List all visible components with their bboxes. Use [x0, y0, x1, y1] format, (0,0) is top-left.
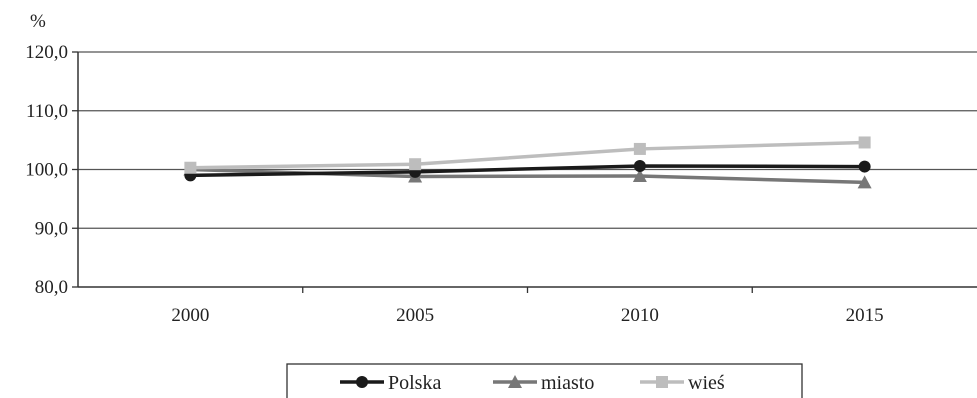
- legend-label: miasto: [541, 372, 594, 394]
- series-line-wieś: [190, 140, 865, 170]
- series-line-Polska: [190, 164, 865, 178]
- grid-lines: [78, 51, 977, 229]
- data-point-square: [656, 376, 668, 388]
- series-lines: [183, 136, 872, 189]
- data-point-triangle: [632, 168, 647, 182]
- x-tick-label: 2010: [621, 305, 659, 326]
- x-tick-label: 2005: [396, 305, 434, 326]
- data-point-triangle: [508, 375, 522, 388]
- data-point-circle: [356, 376, 368, 388]
- data-point-triangle: [857, 175, 872, 189]
- data-point-circle: [633, 159, 646, 172]
- legend: Polska miasto wieś: [286, 363, 803, 398]
- y-tick-label: 80,0: [35, 277, 68, 298]
- y-tick-label: 100,0: [25, 160, 68, 181]
- data-point-square: [409, 158, 422, 171]
- y-tick-label: 120,0: [25, 42, 68, 63]
- y-axis-unit-label: %: [30, 11, 46, 32]
- data-point-square: [633, 142, 646, 155]
- y-tick-label: 110,0: [26, 101, 68, 122]
- x-tick-label: 2015: [846, 305, 884, 326]
- axes: [72, 51, 977, 293]
- series-line-miasto: [190, 167, 865, 185]
- data-point-square: [184, 161, 197, 174]
- y-tick-label: 90,0: [35, 218, 68, 239]
- data-point-square: [858, 136, 871, 149]
- legend-label: Polska: [388, 372, 441, 394]
- data-point-circle: [858, 160, 871, 173]
- x-tick-label: 2000: [171, 305, 209, 326]
- axis-labels: 80,0 90,0 100,0 110,0 120,0 2000 2005 2010 2015: [25, 42, 883, 326]
- legend-label: wieś: [688, 372, 725, 394]
